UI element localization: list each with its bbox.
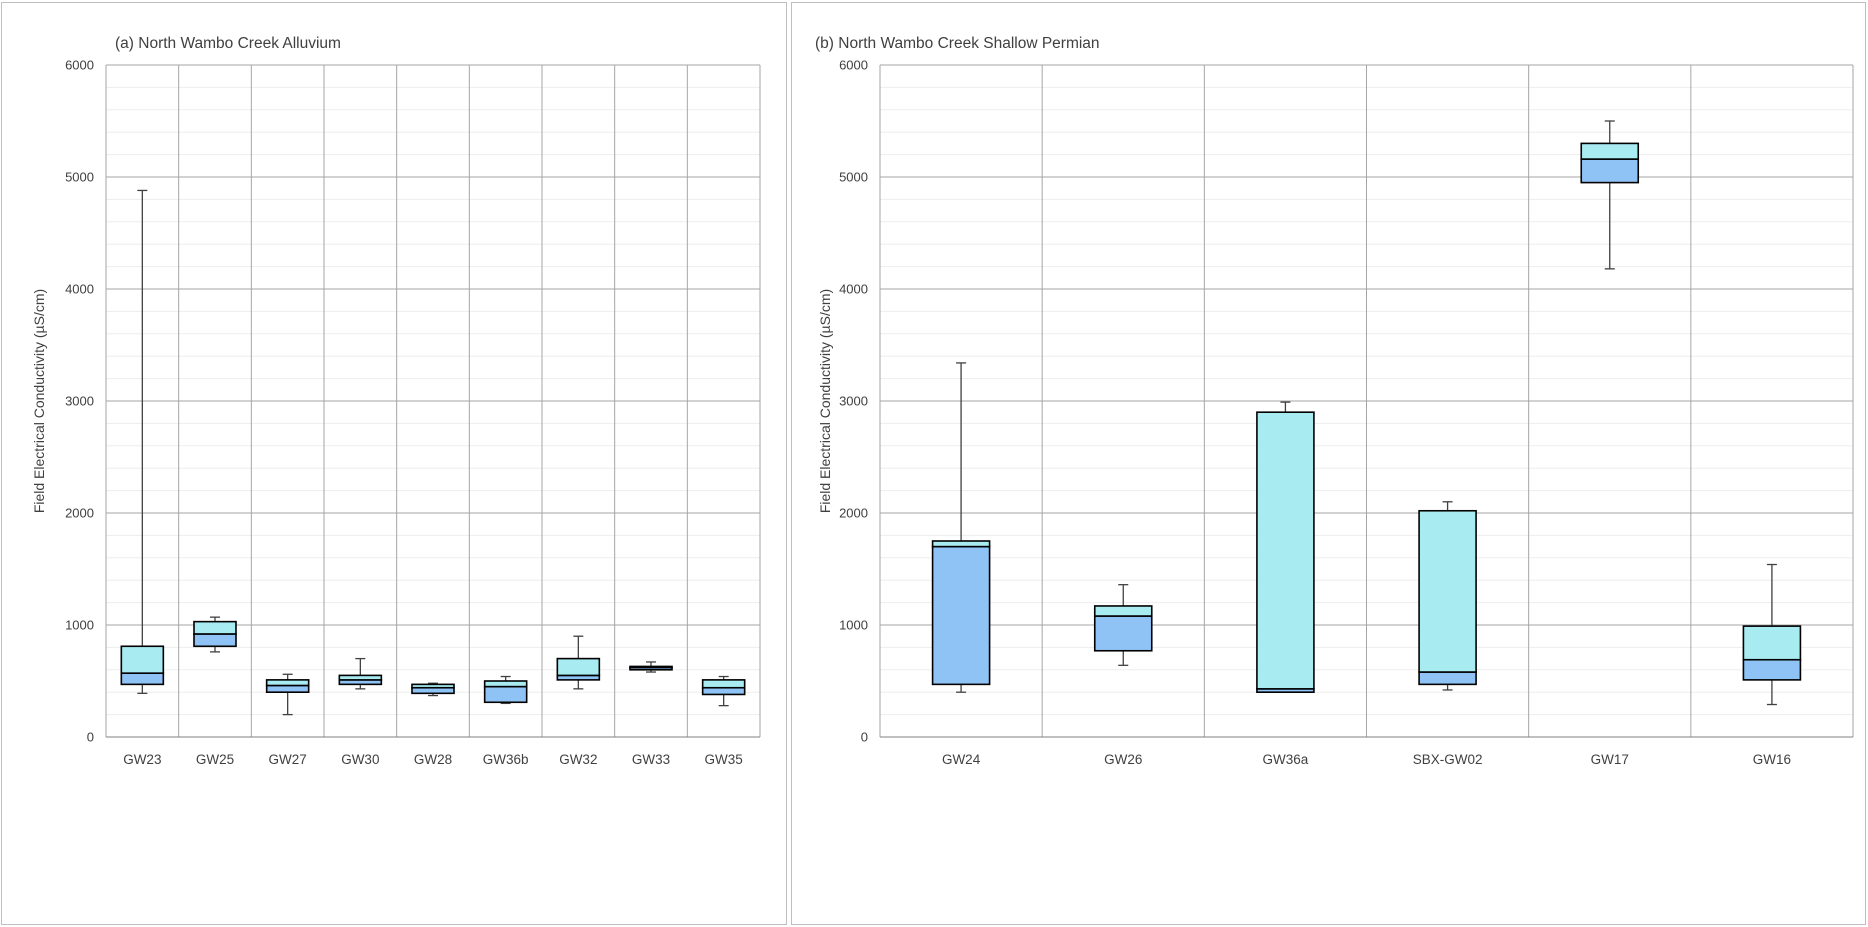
y-tick-label: 5000	[65, 170, 94, 185]
x-tick-label: GW33	[632, 752, 670, 767]
box-upper-quartile	[265, 679, 310, 687]
box-upper-quartile	[1256, 411, 1315, 690]
chart-title: (a) North Wambo Creek Alluvium	[115, 35, 341, 52]
x-tick-label: GW28	[414, 752, 452, 767]
box-upper-quartile	[1093, 605, 1153, 617]
chart-b-svg: (b) North Wambo Creek Shallow Permian 0 10…	[815, 35, 1854, 767]
y-tick-label: 1000	[839, 618, 868, 633]
box-upper-quartile	[701, 679, 746, 689]
box-lower-quartile	[193, 633, 237, 648]
y-tick-label: 4000	[65, 282, 94, 297]
box-upper-quartile	[1418, 509, 1477, 673]
box-lower-quartile	[411, 686, 455, 695]
box-lower-quartile	[265, 684, 310, 693]
x-tick-label: GW17	[1591, 752, 1629, 767]
box-lower-quartile	[1742, 658, 1802, 681]
y-axis-label: Field Electrical Conductivity (µS/cm)	[31, 289, 47, 513]
chart-title: (b) North Wambo Creek Shallow Permian	[815, 35, 1100, 52]
y-tick-label: 4000	[839, 282, 868, 297]
x-tick-label: GW27	[269, 752, 307, 767]
x-tick-label: GW25	[196, 752, 234, 767]
box-lower-quartile	[1580, 158, 1640, 184]
x-tick-label: GW36a	[1263, 752, 1309, 767]
box-upper-quartile	[411, 683, 455, 689]
box-upper-quartile	[193, 620, 237, 635]
y-tick-label: 2000	[839, 506, 868, 521]
box-upper-quartile	[120, 645, 165, 674]
box-upper-quartile	[338, 674, 383, 681]
x-tick-label: GW32	[559, 752, 597, 767]
x-tick-label: GW30	[341, 752, 379, 767]
box-lower-quartile	[120, 672, 165, 686]
box-lower-quartile	[701, 686, 746, 696]
y-tick-label: 3000	[65, 394, 94, 409]
box-upper-quartile	[1580, 142, 1640, 160]
y-tick-label: 6000	[65, 58, 94, 73]
box-lower-quartile	[483, 685, 528, 704]
y-tick-label: 6000	[839, 58, 868, 73]
box-upper-quartile	[1742, 625, 1802, 661]
box-upper-quartile	[556, 657, 601, 677]
y-tick-label: 3000	[839, 394, 868, 409]
chart-a-svg: (a) North Wambo Creek Alluvium 0 1000 2000 3…	[31, 35, 761, 767]
box-lower-quartile	[931, 545, 991, 686]
x-tick-label: GW35	[705, 752, 743, 767]
y-tick-label: 2000	[65, 506, 94, 521]
x-tick-label: GW26	[1104, 752, 1142, 767]
x-tick-label: GW23	[123, 752, 161, 767]
y-tick-label: 1000	[65, 618, 94, 633]
box-upper-quartile	[931, 540, 991, 548]
y-axis-label: Field Electrical Conductivity (µS/cm)	[817, 289, 833, 513]
y-tick-label: 0	[87, 730, 94, 745]
x-tick-label: SBX-GW02	[1413, 752, 1483, 767]
box-lower-quartile	[1093, 615, 1153, 652]
chart-panel-b: (b) North Wambo Creek Shallow Permian 0 10…	[791, 2, 1866, 925]
box-upper-quartile	[483, 680, 528, 688]
box-lower-quartile	[1418, 671, 1477, 686]
chart-panel-a: (a) North Wambo Creek Alluvium 0 1000 2000 3…	[1, 2, 787, 925]
x-tick-label: GW36b	[483, 752, 529, 767]
x-tick-label: GW16	[1753, 752, 1791, 767]
x-tick-label: GW24	[942, 752, 981, 767]
box-upper-quartile	[629, 665, 673, 669]
y-tick-label: 0	[861, 730, 868, 745]
y-tick-label: 5000	[839, 170, 868, 185]
